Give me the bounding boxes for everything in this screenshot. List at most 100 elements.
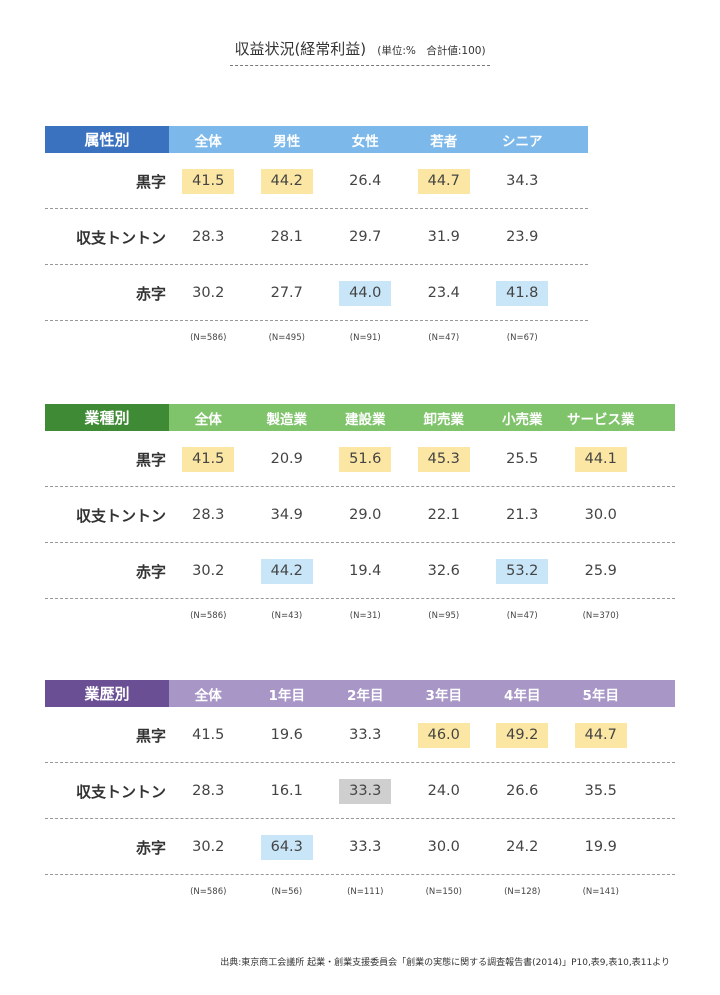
sample-size: (N=586) xyxy=(190,611,227,621)
row-label: 赤字 xyxy=(135,562,166,581)
row-label: 黒字 xyxy=(135,172,166,191)
value-cell: 45.3 xyxy=(417,446,470,472)
column-header: 男性 xyxy=(273,133,301,150)
sample-size: (N=31) xyxy=(349,611,381,621)
column-header: 建設業 xyxy=(345,411,386,428)
section-business-history: 業歴別 全体 1年目 2年目 3年目 4年目 5年目 黒字 41.5 19.6 … xyxy=(45,680,675,909)
table-row-breakeven: 収支トントン 28.3 28.1 29.7 31.9 23.9 xyxy=(45,209,675,265)
column-header: 4年目 xyxy=(504,687,541,704)
sample-size: (N=141) xyxy=(582,887,619,897)
sample-size: (N=67) xyxy=(506,333,538,343)
column-header: 1年目 xyxy=(268,687,305,704)
value-cell: 64.3 xyxy=(260,834,313,860)
value-cell: 30.2 xyxy=(192,562,225,579)
sample-size: (N=495) xyxy=(268,333,305,343)
column-header: 全体 xyxy=(194,411,222,428)
value-cell: 24.0 xyxy=(427,782,460,799)
column-header: 若者 xyxy=(430,133,458,150)
column-header: 製造業 xyxy=(266,411,308,428)
value-cell: 27.7 xyxy=(270,284,303,301)
value-cell: 26.4 xyxy=(349,172,382,189)
table-row-profit: 黒字 41.5 20.9 51.6 45.3 25.5 44.1 xyxy=(45,431,675,487)
value-cell: 44.2 xyxy=(260,558,313,584)
page-title: 収益状況(経常利益) (単位:% 合計値:100) xyxy=(230,38,490,66)
value-cell: 31.9 xyxy=(427,228,460,245)
sample-size: (N=47) xyxy=(506,611,538,621)
value-cell: 25.9 xyxy=(584,562,617,579)
value-cell: 30.2 xyxy=(192,284,225,301)
value-cell: 33.3 xyxy=(339,778,392,804)
value-cell: 22.1 xyxy=(427,506,460,523)
sample-size: (N=47) xyxy=(428,333,460,343)
sample-size-row: (N=586) (N=56) (N=111) (N=150) (N=128) (… xyxy=(45,875,675,909)
table-row-loss: 赤字 30.2 64.3 33.3 30.0 24.2 19.9 xyxy=(45,819,675,875)
value-cell: 30.0 xyxy=(584,506,617,523)
column-header: 全体 xyxy=(194,133,222,150)
table-row-loss: 赤字 30.2 27.7 44.0 23.4 41.8 xyxy=(45,265,675,321)
table-row-profit: 黒字 41.5 19.6 33.3 46.0 49.2 44.7 xyxy=(45,707,675,763)
title-sub: (単位:% 合計値:100) xyxy=(377,45,486,57)
value-cell: 33.3 xyxy=(349,726,382,743)
sample-size-row: (N=586) (N=43) (N=31) (N=95) (N=47) (N=3… xyxy=(45,599,675,633)
value-cell: 44.7 xyxy=(574,722,627,748)
value-cell: 32.6 xyxy=(427,562,460,579)
column-header: 卸売業 xyxy=(423,411,465,428)
value-cell: 24.2 xyxy=(506,838,539,855)
title-main: 収益状況(経常利益) xyxy=(234,40,367,58)
column-header: 5年目 xyxy=(582,687,619,704)
section-attribute: 属性別 全体 男性 女性 若者 シニア 黒字 41.5 44.2 26.4 44… xyxy=(45,126,675,355)
row-label: 赤字 xyxy=(135,284,166,303)
value-cell: 19.4 xyxy=(349,562,382,579)
value-cell: 44.7 xyxy=(417,168,470,194)
row-label: 黒字 xyxy=(135,450,166,469)
section-header: 業歴別 全体 1年目 2年目 3年目 4年目 5年目 xyxy=(45,680,675,707)
column-header: 3年目 xyxy=(425,687,462,704)
section-label: 属性別 xyxy=(45,126,169,153)
value-cell: 30.0 xyxy=(427,838,460,855)
row-label: 黒字 xyxy=(135,726,166,745)
section-header: 業種別 全体 製造業 建設業 卸売業 小売業 サービス業 xyxy=(45,404,675,431)
value-cell: 41.8 xyxy=(496,280,549,306)
value-cell: 35.5 xyxy=(584,782,617,799)
value-cell: 25.5 xyxy=(506,450,539,467)
value-cell: 19.6 xyxy=(270,726,303,743)
value-cell: 20.9 xyxy=(270,450,303,467)
title-area: 収益状況(経常利益) (単位:% 合計値:100) xyxy=(0,38,720,66)
table-row-breakeven: 収支トントン 28.3 34.9 29.0 22.1 21.3 30.0 xyxy=(45,487,675,543)
value-cell: 34.9 xyxy=(270,506,303,523)
value-cell: 28.1 xyxy=(270,228,303,245)
value-cell: 46.0 xyxy=(417,722,470,748)
column-header: 2年目 xyxy=(347,687,384,704)
value-cell: 26.6 xyxy=(506,782,539,799)
value-cell: 23.4 xyxy=(427,284,460,301)
value-cell: 16.1 xyxy=(270,782,303,799)
value-cell: 41.5 xyxy=(192,726,225,743)
section-header: 属性別 全体 男性 女性 若者 シニア xyxy=(45,126,675,153)
value-cell: 28.3 xyxy=(192,782,225,799)
column-header: 小売業 xyxy=(502,411,543,428)
sample-size: (N=586) xyxy=(190,333,227,343)
value-cell: 28.3 xyxy=(192,506,225,523)
value-cell: 30.2 xyxy=(192,838,225,855)
row-label: 収支トントン xyxy=(75,228,166,247)
column-header: 女性 xyxy=(351,133,379,150)
table-row-breakeven: 収支トントン 28.3 16.1 33.3 24.0 26.6 35.5 xyxy=(45,763,675,819)
value-cell: 23.9 xyxy=(506,228,539,245)
row-label: 赤字 xyxy=(135,838,166,857)
sample-size: (N=128) xyxy=(504,887,541,897)
value-cell: 41.5 xyxy=(182,446,235,472)
column-header: 全体 xyxy=(194,687,222,704)
sample-size: (N=91) xyxy=(349,333,381,343)
section-industry: 業種別 全体 製造業 建設業 卸売業 小売業 サービス業 黒字 41.5 20.… xyxy=(45,404,675,633)
sample-size: (N=95) xyxy=(428,611,460,621)
sample-size: (N=150) xyxy=(425,887,462,897)
row-label: 収支トントン xyxy=(75,506,166,525)
sample-size: (N=370) xyxy=(582,611,619,621)
value-cell: 44.0 xyxy=(339,280,392,306)
row-label: 収支トントン xyxy=(75,782,166,801)
sample-size: (N=111) xyxy=(347,887,384,897)
value-cell: 44.1 xyxy=(574,446,627,472)
section-label: 業種別 xyxy=(45,404,169,431)
source-note: 出典:東京商工会議所 起業・創業支援委員会「創業の実態に関する調査報告書(201… xyxy=(220,958,670,968)
sample-size: (N=43) xyxy=(271,611,303,621)
